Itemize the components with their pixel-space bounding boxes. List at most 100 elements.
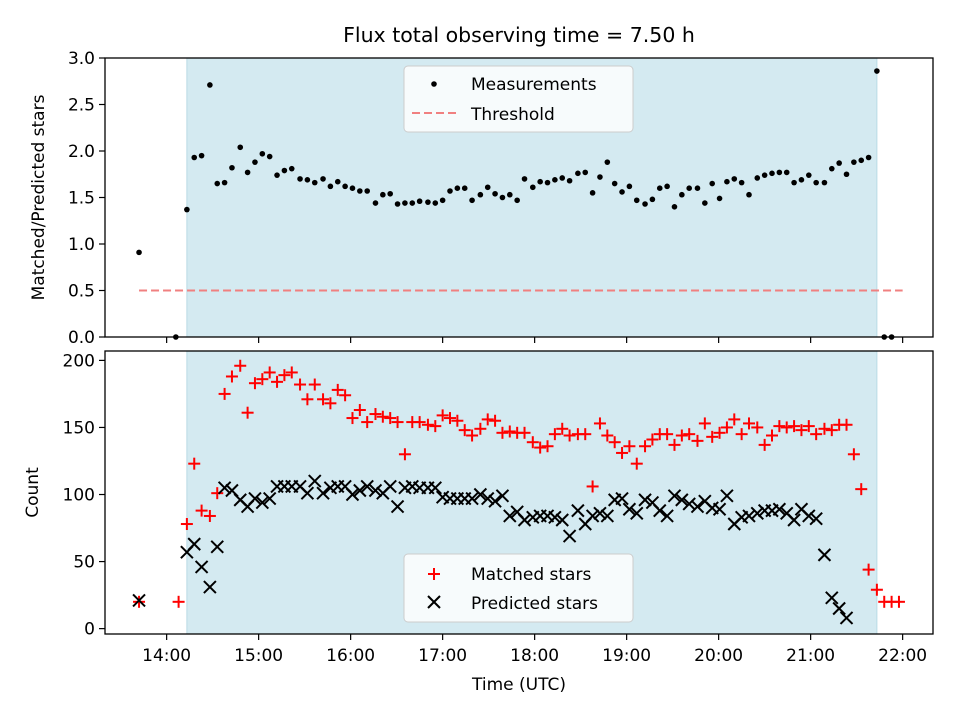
- matched-star-point: [623, 440, 636, 453]
- measurement-point: [537, 178, 543, 185]
- matched-star-point: [758, 438, 771, 451]
- matched-star-point: [683, 428, 696, 441]
- measurement-point: [843, 171, 850, 178]
- matched-star-point: [436, 409, 449, 422]
- matched-star-point: [743, 417, 755, 430]
- matched-star-point: [630, 457, 643, 470]
- matched-star-point: [847, 448, 860, 461]
- measurement-point: [439, 197, 446, 204]
- measurement-point: [597, 174, 603, 180]
- matched-star-point: [563, 429, 576, 442]
- predicted-star-point: [316, 486, 330, 500]
- measurement-point: [469, 197, 475, 204]
- matched-star-point: [294, 378, 307, 391]
- matched-star-point: [496, 426, 509, 439]
- matched-star-point: [534, 441, 547, 454]
- predicted-star-point: [308, 474, 322, 488]
- matched-star-point: [241, 406, 254, 419]
- measurement-point: [575, 170, 581, 177]
- matched-star-point: [548, 428, 561, 441]
- matched-star-point: [203, 509, 216, 522]
- matched-star-point: [391, 416, 404, 429]
- measurement-point: [380, 191, 386, 198]
- predicted-star-point: [615, 491, 629, 506]
- measurement-point: [447, 188, 453, 194]
- matched-star-point: [263, 366, 276, 379]
- measurement-point: [836, 160, 842, 166]
- matched-star-point: [579, 428, 592, 441]
- predicted-star-point: [517, 513, 532, 527]
- predicted-star-point: [817, 548, 832, 562]
- measurement-point: [334, 178, 341, 185]
- measurement-point: [492, 190, 498, 197]
- matched-star-point: [195, 504, 208, 517]
- measurement-point: [559, 175, 566, 181]
- measurement-point: [633, 197, 640, 204]
- time-x-tick-label: 18:00: [510, 646, 559, 666]
- measurement-point: [184, 206, 190, 213]
- matched-star-point: [474, 422, 487, 435]
- measurement-point: [521, 176, 528, 182]
- count-y-tick-label: 100: [63, 486, 95, 506]
- ratio-y-tick-label: 0.5: [68, 282, 95, 302]
- measurement-point: [821, 179, 828, 186]
- predicted-star-point: [217, 481, 232, 495]
- predicted-star-point: [465, 491, 479, 506]
- matched-star-point: [840, 418, 853, 431]
- matched-star-point: [172, 595, 185, 608]
- predicted-star-point: [787, 513, 801, 527]
- matched-star-point: [586, 480, 599, 493]
- matched-star-point: [503, 425, 516, 438]
- matched-star-point: [892, 595, 905, 608]
- count-y-tick-label: 50: [73, 553, 95, 573]
- measurement-point: [626, 183, 633, 190]
- measurement-point: [198, 152, 205, 159]
- matched-star-point: [481, 413, 494, 426]
- ratio-y-tick-label: 3.0: [68, 49, 95, 69]
- measurement-point: [724, 178, 730, 185]
- measurement-point: [702, 200, 708, 206]
- predicted-star-point: [262, 491, 277, 506]
- matched-star-point: [324, 397, 337, 410]
- matched-star-point: [353, 404, 366, 417]
- measurement-point: [761, 172, 768, 178]
- matched-star-point: [234, 359, 247, 372]
- measurement-point: [806, 172, 812, 178]
- matched-star-point: [870, 583, 883, 596]
- measurement-point: [311, 179, 318, 186]
- matched-star-point: [369, 408, 382, 421]
- matched-star-point: [256, 373, 269, 386]
- matched-star-point: [211, 487, 224, 500]
- predicted-star-point: [345, 487, 360, 502]
- predicted-star-point: [660, 509, 674, 523]
- predicted-star-point: [353, 483, 367, 498]
- matched-star-point: [751, 421, 764, 434]
- predicted-star-point: [593, 506, 607, 520]
- predicted-star-point: [203, 580, 217, 594]
- measurement-point: [288, 165, 295, 172]
- matched-star-point: [691, 434, 704, 447]
- measurement-point: [604, 159, 611, 165]
- measurement-point: [776, 169, 783, 176]
- measurement-point: [649, 196, 656, 203]
- ratio-y-axis: 0.0 0.5 1.0 1.5 2.0 2.5 3.0: [68, 49, 105, 348]
- measurement-point: [582, 169, 589, 176]
- matched-star-point: [225, 370, 238, 383]
- matched-star-point: [188, 457, 201, 470]
- measurement-point: [349, 185, 356, 191]
- matched-star-point: [444, 412, 456, 425]
- predicted-star-point: [630, 506, 644, 520]
- time-x-tick-label: 17:00: [418, 646, 467, 666]
- predicted-star-point: [638, 493, 652, 507]
- measurement-point: [746, 191, 752, 198]
- measurement-point: [552, 177, 558, 183]
- predicted-star-point: [495, 489, 510, 503]
- measurement-point: [686, 185, 692, 191]
- measurement-point: [731, 176, 738, 182]
- matched-star-point: [706, 430, 719, 443]
- matched-star-point: [855, 483, 868, 496]
- matched-star-point: [541, 440, 554, 453]
- matched-star-point: [766, 429, 778, 442]
- count-legend: Matched stars Predicted stars: [403, 553, 634, 623]
- matched-star-point: [339, 389, 352, 402]
